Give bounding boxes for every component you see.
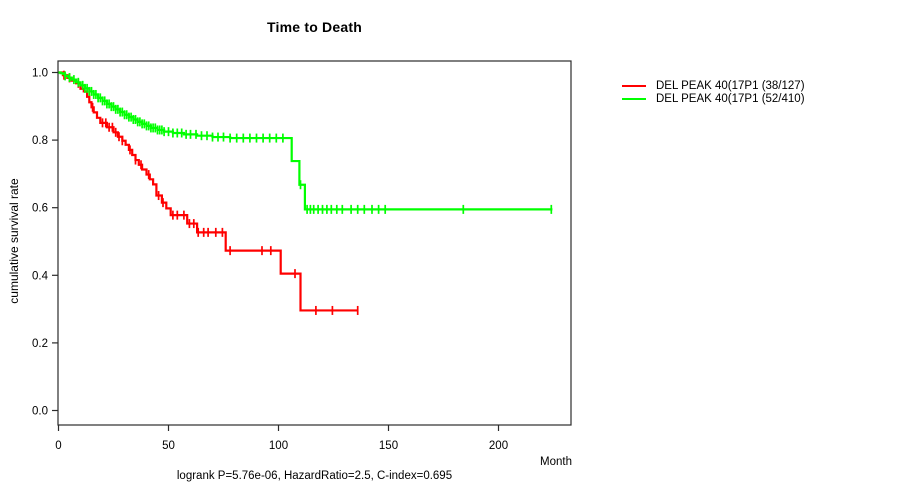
y-tick-label: 0.2 <box>32 338 48 350</box>
legend-item-red-group: DEL PEAK 40(17P1 (38/127) <box>622 79 805 92</box>
legend: DEL PEAK 40(17P1 (38/127) DEL PEAK 40(17… <box>622 79 805 105</box>
y-tick-label: 0.4 <box>32 270 49 282</box>
legend-label: DEL PEAK 40(17P1 (52/410) <box>656 92 805 105</box>
x-tick-label: 100 <box>269 440 288 452</box>
y-tick-label: 0.0 <box>32 406 48 418</box>
plot-border <box>57 60 572 426</box>
survival-curve-green <box>58 71 553 211</box>
x-axis-title: Month <box>540 456 572 468</box>
y-tick-label: 1.0 <box>32 68 48 80</box>
chart-title: Time to Death <box>267 19 362 35</box>
survival-curves <box>58 70 553 315</box>
x-tick-label: 200 <box>489 440 508 452</box>
y-tick-label: 0.8 <box>32 135 48 147</box>
legend-item-green-group: DEL PEAK 40(17P1 (52/410) <box>622 92 805 105</box>
x-tick-label: 150 <box>379 440 398 452</box>
x-tick-label: 0 <box>55 440 61 452</box>
survival-curve-red <box>58 71 358 312</box>
axes: 0 50 100 150 200 0.0 0.2 0.4 0.6 0.8 1.0 <box>32 60 572 452</box>
stats-annotation: logrank P=5.76e-06, HazardRatio=2.5, C-i… <box>176 470 453 482</box>
legend-label: DEL PEAK 40(17P1 (38/127) <box>656 79 805 92</box>
x-tick-label: 50 <box>162 440 175 452</box>
legend-red-line-swatch <box>622 84 646 87</box>
legend-green-line-swatch <box>622 97 646 100</box>
y-tick-label: 0.6 <box>32 203 48 215</box>
